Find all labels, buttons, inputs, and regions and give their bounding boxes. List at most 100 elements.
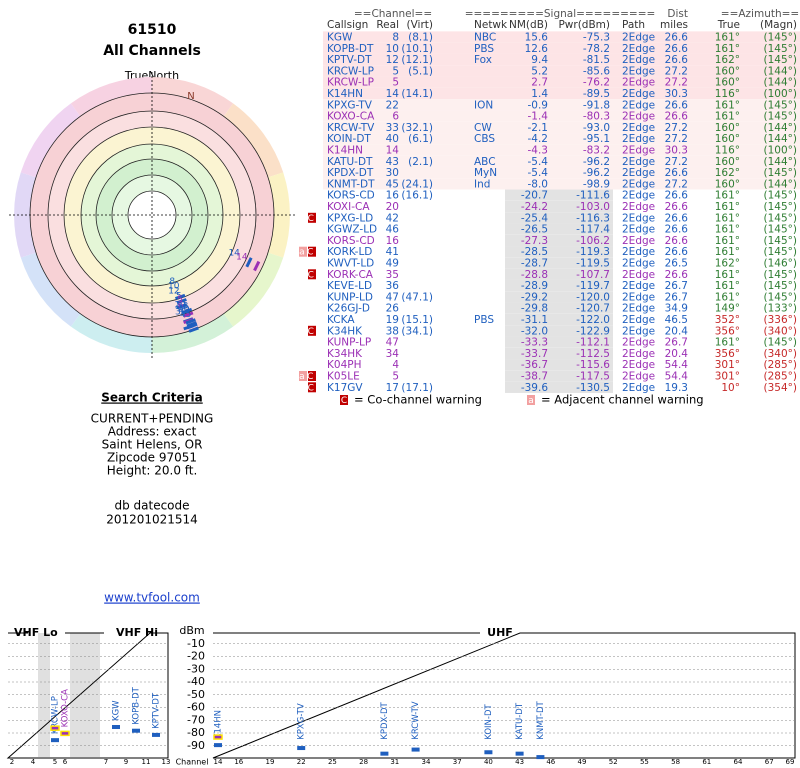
cell-callsign: KOIN-DT — [327, 133, 371, 145]
station-channel: 43 — [179, 306, 190, 316]
cell-callsign: K14HN — [327, 88, 363, 100]
warning-badge — [299, 246, 307, 257]
column-header: Path — [622, 19, 645, 31]
y-axis-label: dBm — [179, 624, 204, 637]
cell-nm: -31.1 — [521, 314, 548, 326]
cell-path: 2Edge — [622, 224, 655, 236]
cell-virt: (5.1) — [408, 65, 433, 77]
cell-pwr: -103.0 — [576, 201, 610, 213]
warning-badge — [308, 269, 316, 280]
cell-real: 49 — [386, 258, 399, 270]
datecode: 201201021514 — [106, 513, 198, 527]
cell-callsign: KGWZ-LD — [327, 224, 377, 236]
cell-real: 5 — [392, 371, 399, 383]
cell-dist: 26.7 — [665, 280, 688, 292]
cell-dist: 26.6 — [665, 32, 689, 44]
cell-pwr: -91.8 — [583, 99, 610, 111]
cell-pwr: -120.7 — [576, 303, 610, 315]
cell-path: 2Edge — [622, 99, 655, 111]
cell-virt: (16.1) — [401, 190, 433, 202]
signal-mark — [214, 743, 222, 748]
cell-pwr: -76.2 — [583, 77, 610, 89]
cell-pwr: -111.6 — [576, 190, 610, 202]
cell-path: 2Edge — [622, 156, 655, 168]
cell-callsign: KOXI-CA — [327, 201, 370, 213]
row-bg — [323, 76, 800, 88]
signal-bg — [505, 359, 613, 371]
cell-magn: (145°) — [764, 43, 797, 55]
signal-bg — [505, 200, 613, 213]
warning-badge — [299, 371, 307, 381]
cell-virt: (34.1) — [401, 325, 433, 337]
channel-tick: 40 — [484, 758, 493, 766]
cell-true: 301° — [715, 371, 740, 383]
cell-pwr: -80.3 — [583, 111, 610, 123]
cell-path: 2Edge — [622, 348, 655, 360]
cell-magn: (340°) — [764, 325, 797, 337]
cell-virt: (47.1) — [401, 291, 433, 303]
cell-dist: 27.2 — [665, 178, 688, 190]
cell-nm: -8.0 — [528, 178, 549, 190]
signal-bg — [505, 257, 613, 269]
cell-real: 5 — [392, 65, 399, 77]
site-link[interactable]: www.tvfool.com — [104, 591, 200, 605]
legend-badge — [340, 395, 348, 405]
cell-pwr: -96.2 — [583, 167, 610, 179]
channel-tick: 19 — [266, 758, 275, 766]
cell-dist: 19.3 — [665, 382, 688, 394]
cell-callsign: KCKA — [327, 314, 355, 326]
signal-label: KRCW-TV — [411, 701, 421, 740]
cell-dist: 26.6 — [665, 43, 689, 55]
cell-pwr: -83.2 — [583, 145, 610, 157]
column-header: Pwr(dBm) — [558, 19, 610, 31]
cell-real: 34 — [386, 348, 400, 360]
cell-path: 2Edge — [622, 235, 655, 247]
x-axis-label: Channel — [176, 758, 209, 767]
cell-pwr: -106.2 — [576, 235, 610, 247]
station-channel: 40 — [178, 305, 190, 315]
cell-nm: -29.8 — [521, 303, 548, 315]
cell-path: 2Edge — [622, 258, 655, 270]
cell-netwk: CBS — [474, 133, 495, 145]
channel-tick: 69 — [786, 758, 795, 766]
channel-tick: 7 — [104, 758, 108, 766]
group-header: ==Channel== — [354, 8, 432, 20]
cell-magn: (285°) — [764, 359, 797, 371]
cell-nm: -5.4 — [528, 167, 549, 179]
cell-dist: 27.2 — [665, 65, 688, 77]
cell-magn: (145°) — [764, 99, 797, 111]
signal-bg — [505, 189, 613, 201]
cell-real: 36 — [386, 280, 400, 292]
cell-dist: 26.6 — [665, 99, 689, 111]
column-header: miles — [660, 19, 688, 31]
channel-tick: 16 — [234, 758, 243, 766]
cell-pwr: -115.6 — [576, 359, 610, 371]
channel-tick: 52 — [609, 758, 618, 766]
column-header: Callsign — [327, 19, 368, 31]
station-channel: 22 — [175, 300, 186, 310]
cell-real: 43 — [386, 156, 399, 168]
y-tick-label: -20 — [187, 650, 205, 663]
band-label: VHF Hi — [116, 626, 158, 639]
cell-nm: -38.7 — [521, 371, 548, 383]
cell-magn: (133°) — [764, 303, 797, 315]
cell-pwr: -112.1 — [576, 337, 610, 349]
cell-pwr: -98.9 — [583, 178, 610, 190]
cell-pwr: -116.3 — [576, 212, 610, 224]
cell-nm: -4.2 — [528, 133, 549, 145]
cell-virt: (24.1) — [401, 178, 433, 190]
cell-virt: (17.1) — [401, 382, 433, 394]
station-channel: 10 — [168, 281, 180, 291]
cell-real: 40 — [386, 133, 399, 145]
cell-dist: 27.2 — [665, 122, 688, 134]
cell-real: 42 — [386, 212, 399, 224]
cell-callsign: KATU-DT — [327, 156, 373, 168]
cell-pwr: -95.1 — [583, 133, 610, 145]
signal-bg — [505, 212, 613, 224]
cell-real: 16 — [386, 235, 400, 247]
cell-real: 16 — [386, 190, 400, 202]
station-channel: 45 — [180, 310, 191, 320]
cell-real: 47 — [386, 337, 399, 349]
cell-virt: (12.1) — [401, 54, 433, 66]
